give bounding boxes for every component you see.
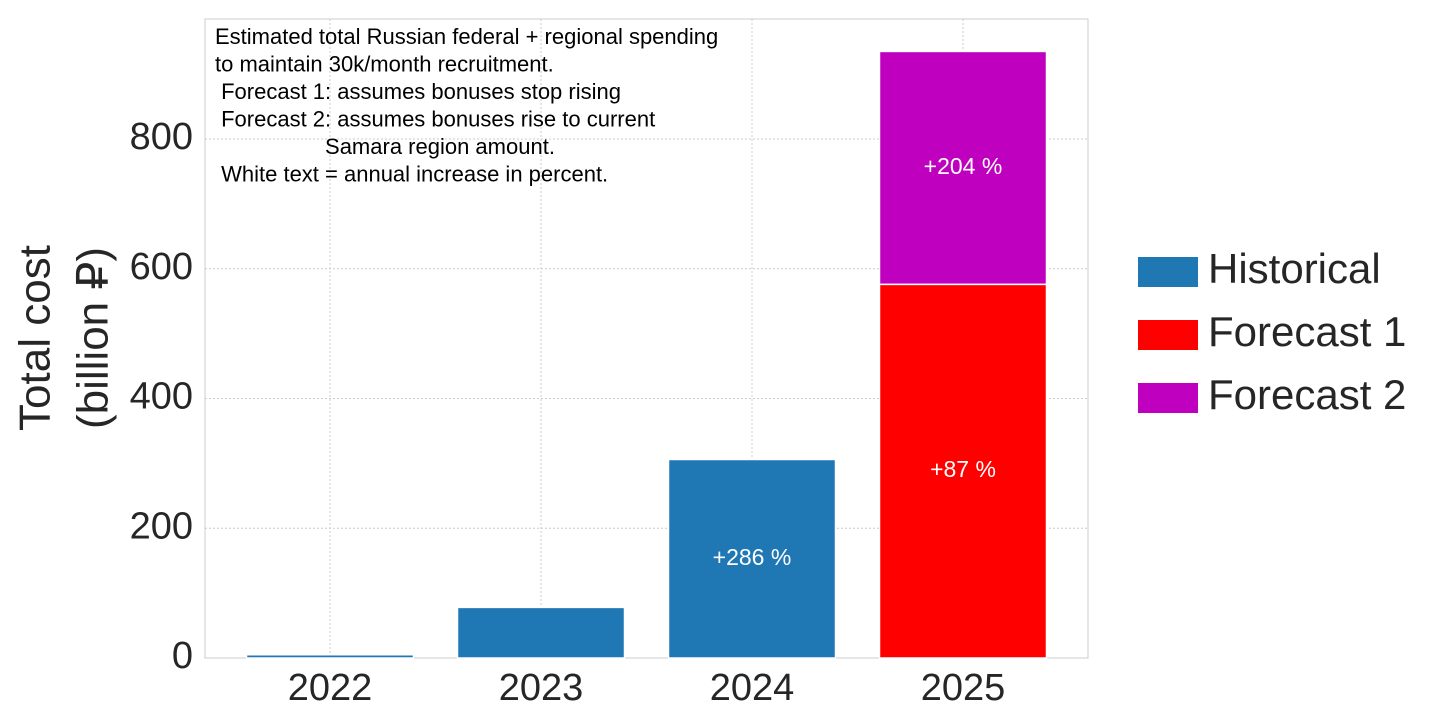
x-tick-label: 2022 (288, 667, 373, 709)
legend-label: Forecast 2 (1208, 371, 1406, 418)
annotation-line: to maintain 30k/month recruitment. (215, 51, 554, 76)
y-tick-label: 200 (130, 505, 193, 547)
legend-label: Forecast 1 (1208, 308, 1406, 355)
bar (245, 654, 415, 659)
y-axis-label: Total cost (11, 245, 60, 431)
legend-label: Historical (1208, 245, 1381, 292)
annotation-line: White text = annual increase in percent. (215, 161, 608, 186)
y-tick-label: 800 (130, 116, 193, 158)
annotation-line: Estimated total Russian federal + region… (215, 24, 718, 49)
bar (456, 606, 626, 659)
x-tick-label: 2025 (921, 667, 1006, 709)
y-axis-label: (billion ₽) (69, 247, 118, 429)
y-tick-label: 0 (172, 635, 193, 677)
y-tick-label: 400 (130, 376, 193, 418)
annotation-line: Forecast 1: assumes bonuses stop rising (215, 79, 621, 104)
bar-annotation: +87 % (930, 456, 996, 482)
x-tick-label: 2023 (499, 667, 584, 709)
y-tick-label: 600 (130, 246, 193, 288)
bar (878, 50, 1048, 286)
annotation-line: Forecast 2: assumes bonuses rise to curr… (215, 106, 655, 131)
legend-swatch (1138, 257, 1198, 287)
legend-swatch (1138, 320, 1198, 350)
bar-annotation: +204 % (924, 153, 1003, 179)
annotation-line: Samara region amount. (215, 134, 555, 159)
x-tick-label: 2024 (710, 667, 795, 709)
bar (667, 458, 837, 659)
bar-annotation: +286 % (713, 544, 792, 570)
plot-frame (204, 18, 1089, 659)
legend-swatch (1138, 383, 1198, 413)
